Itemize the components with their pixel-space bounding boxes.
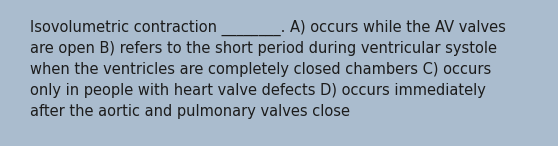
Text: Isovolumetric contraction ________. A) occurs while the AV valves: Isovolumetric contraction ________. A) o… xyxy=(30,20,506,36)
Text: after the aortic and pulmonary valves close: after the aortic and pulmonary valves cl… xyxy=(30,104,350,119)
Text: when the ventricles are completely closed chambers C) occurs: when the ventricles are completely close… xyxy=(30,62,491,77)
Text: are open B) refers to the short period during ventricular systole: are open B) refers to the short period d… xyxy=(30,41,497,56)
Text: only in people with heart valve defects D) occurs immediately: only in people with heart valve defects … xyxy=(30,83,486,98)
